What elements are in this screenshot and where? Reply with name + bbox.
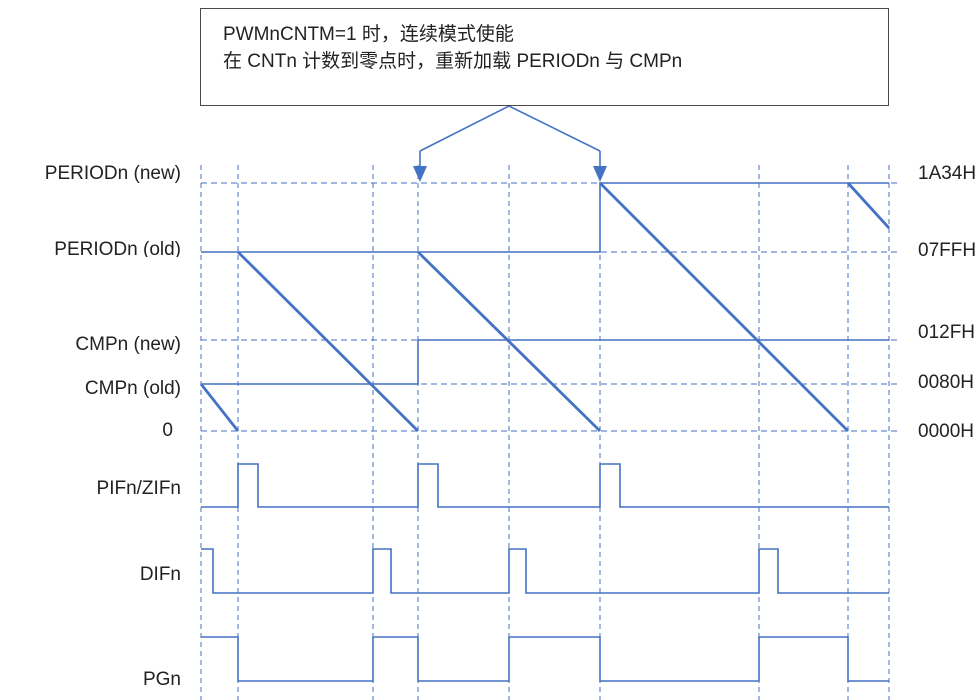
value-period-old: 07FFH — [918, 240, 977, 261]
note-box: PWMnCNTM=1 时，连续模式使能 在 CNTn 计数到零点时，重新加载 P… — [200, 8, 889, 106]
label-cmp-new: CMPn (new) — [75, 334, 181, 355]
pif-zif-waveform — [201, 463, 889, 508]
counter-ramp-4 — [599, 182, 849, 432]
value-cmp-old: 0080H — [918, 372, 974, 393]
label-dif: DIFn — [139, 564, 181, 585]
note-line-2: 在 CNTn 计数到零点时，重新加载 PERIODn 与 CMPn — [223, 51, 683, 72]
label-period-new: PERIODn (new) — [44, 163, 181, 184]
label-zero: 0 — [162, 420, 173, 441]
gridlines — [200, 165, 900, 700]
arrowhead-right — [593, 166, 607, 182]
period-register-line — [201, 182, 889, 253]
counter-ramp-5 — [846, 182, 891, 229]
dif-waveform — [201, 548, 889, 594]
value-zero: 0000H — [918, 421, 974, 442]
waveforms — [199, 182, 891, 682]
label-pg: PGn — [142, 669, 181, 690]
label-period-old: PERIODn (old) — [54, 239, 181, 257]
note-line-1: PWMnCNTM=1 时，连续模式使能 — [223, 24, 514, 45]
counter-ramp-1 — [199, 383, 240, 432]
cmp-register-line — [201, 339, 889, 385]
arrowhead-left — [413, 166, 427, 182]
pg-waveform — [201, 636, 889, 682]
counter-ramp-2 — [237, 251, 419, 432]
counter-ramp-3 — [417, 251, 601, 432]
reload-callout-arrows — [413, 105, 607, 182]
callout-branch — [419, 105, 601, 152]
value-cmp-new: 012FH — [918, 322, 976, 343]
value-period-new: 1A34H — [918, 163, 977, 184]
label-pif-zif: PIFn/ZIFn — [96, 478, 181, 499]
label-cmp-old: CMPn (old) — [84, 378, 181, 399]
